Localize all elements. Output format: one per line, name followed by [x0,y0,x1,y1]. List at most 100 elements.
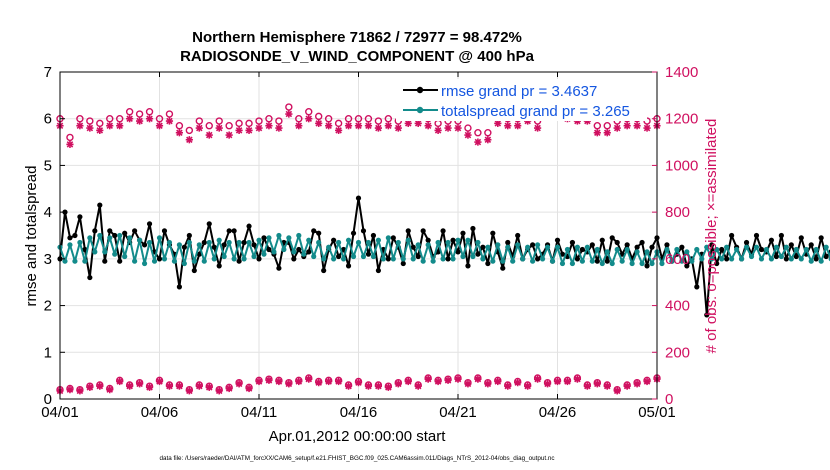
totalspread-series-point [574,244,581,250]
obs-assimilated-low-marker-stroke [454,375,462,383]
x-tick-label: 04/11 [241,404,277,421]
rmse-series-point [67,235,73,241]
totalspread-series-point [525,244,531,250]
totalspread-series-point [748,253,755,260]
totalspread-series-point [171,258,178,264]
obs-assimilated-low-marker [315,379,323,387]
obs-assimilated-low-marker-stroke [504,382,512,390]
totalspread-series-point [425,242,431,248]
totalspread-series-point [535,242,541,248]
totalspread-series-point [326,244,332,250]
totalspread-series-point [594,246,600,253]
obs-possible-marker [106,115,114,123]
totalspread-series-point [72,258,78,264]
totalspread-series-point [156,235,163,241]
rmse-series-point [92,228,98,234]
obs-possible-marker [265,115,273,123]
obs-assimilated-marker-stroke [534,124,541,132]
obs-assimilated-low-marker-stroke [613,387,621,395]
totalspread-series-point [763,246,770,253]
obs-assimilated-marker [315,119,323,127]
legend-spread-label: totalspread grand pr = 3.265 [441,103,630,120]
obs-possible-marker [285,103,293,111]
rmse-series-point [206,221,212,227]
totalspread-series-point [634,249,640,255]
obs-assimilated-low-marker [613,387,621,395]
totalspread-series-point [216,237,222,243]
obs-assimilated-marker [494,119,502,127]
obs-assimilated-marker [66,140,74,149]
obs-assimilated-low-marker-stroke [464,380,472,388]
obs-assimilated-marker-stroke [66,141,74,148]
obs-possible-marker [484,129,492,137]
totalspread-series-point [724,244,730,250]
obs-assimilated-low-marker-stroke [315,379,322,386]
obs-assimilated-low-marker-stroke [385,384,392,391]
totalspread-series-point [370,253,377,260]
rmse-series-point [719,246,725,253]
legend-rmse-label: rmse grand pr = 3.4637 [441,83,597,100]
rmse-series-point [783,256,789,262]
obs-assimilated-low-marker [424,375,432,383]
obs-assimilated-marker-stroke [166,117,173,125]
x-axis-label: Apr.01,2012 00:00:00 start [269,428,447,445]
totalspread-series-point [659,260,665,267]
totalspread-series-point [729,256,735,262]
y-tick-label-left: 2 [44,298,52,315]
obs-assimilated-low-marker [205,383,213,391]
obs-assimilated-marker [185,136,193,144]
totalspread-series-point [132,258,138,264]
obs-assimilated-low-marker [106,386,114,394]
y-axis-label-right: # of obs: o=possible; ×=assimilated [703,119,720,354]
obs-assimilated-marker-stroke [186,136,193,144]
obs-assimilated-marker [205,131,213,139]
legend-background [396,79,647,121]
rmse-series-point [306,249,312,255]
totalspread-series-point [743,244,750,250]
rmse-series-point [316,230,322,236]
totalspread-series-point [390,256,396,262]
obs-assimilated-marker [514,122,522,130]
obs-assimilated-low-marker-stroke [494,378,502,385]
obs-assimilated-low-marker-stroke [265,377,273,384]
totalspread-series-point [490,258,496,264]
y-tick-label-left: 7 [44,64,52,81]
totalspread-series-point [141,260,148,267]
obs-possible-marker [86,117,94,125]
rmse-series-point [753,232,760,239]
rmse-series-point [808,242,814,248]
totalspread-series-point [226,239,232,246]
totalspread-series-point [296,232,302,239]
obs-assimilated-marker [354,122,363,130]
obs-assimilated-low-marker [414,382,422,390]
obs-possible-marker [66,133,74,142]
rmse-series-point [141,242,148,248]
totalspread-series-point [261,251,267,257]
obs-assimilated-marker-stroke [375,124,382,132]
totalspread-series-point [380,256,386,262]
obs-assimilated-marker-stroke [335,127,342,134]
obs-assimilated-marker-stroke [225,131,233,139]
obs-assimilated-marker [454,124,462,132]
totalspread-series-point [674,246,680,253]
obs-assimilated-low-marker [583,382,591,390]
obs-assimilated-low-marker-stroke [544,380,551,388]
obs-assimilated-marker [165,117,174,125]
rmse-series-point [559,251,566,257]
obs-assimilated-low-marker-stroke [375,382,382,390]
rmse-series-point [365,251,372,257]
obs-assimilated-low-marker [325,377,333,386]
rmse-series-point [350,230,357,236]
totalspread-series-point [166,239,173,246]
obs-assimilated-low-marker [643,377,651,386]
y-tick-label-right: 200 [665,344,690,361]
rmse-series-point [569,239,576,246]
obs-assimilated-low-marker-stroke [434,378,442,385]
obs-assimilated-marker-stroke [136,117,143,125]
totalspread-series-point [689,258,695,264]
rmse-series-point [445,256,451,262]
totalspread-series-point [699,256,705,262]
obs-assimilated-marker-stroke [205,131,213,139]
obs-assimilated-marker [364,122,373,130]
